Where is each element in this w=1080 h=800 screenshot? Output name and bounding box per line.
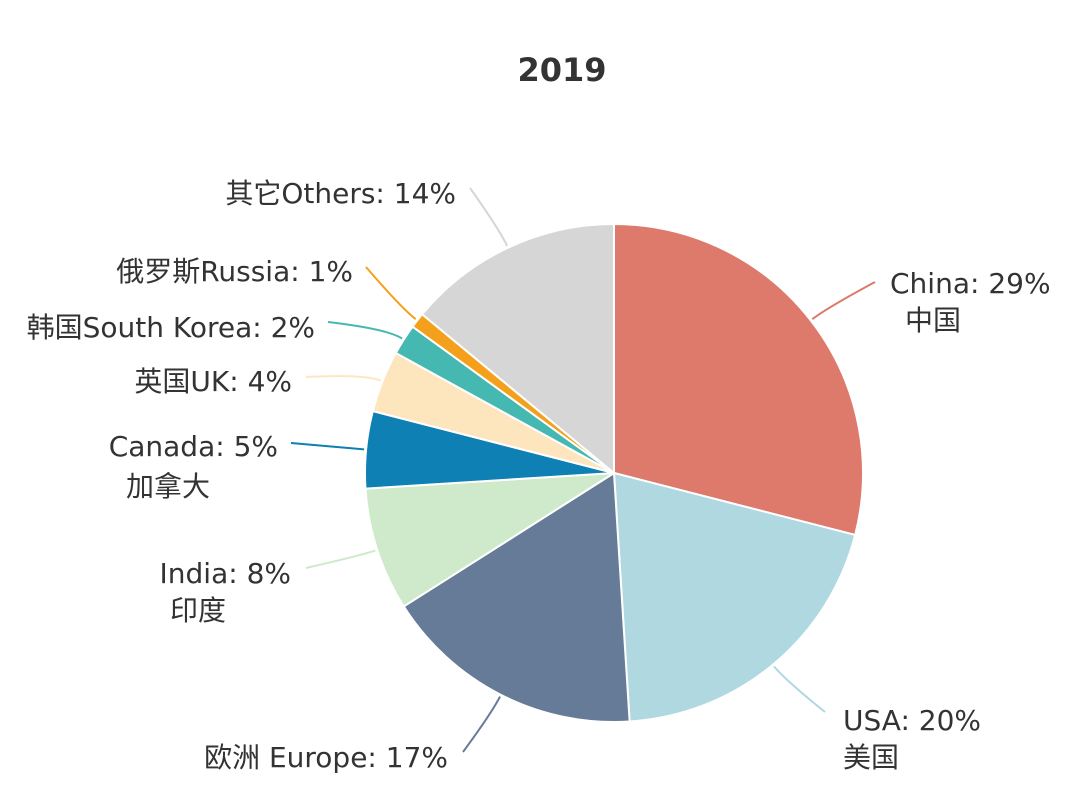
leader-line [469,187,509,247]
slice-label: 俄罗斯Russia: 1% [116,255,353,288]
slice-sublabel: 美国 [843,741,899,774]
leader-line [811,281,876,320]
slice-label: 其它Others: 14% [225,177,456,210]
pie-slices [364,222,864,723]
slice-sublabel: 加拿大 [126,470,210,503]
leader-line [773,665,826,713]
pie-slice [612,471,857,723]
pie-slice [402,471,631,723]
leader-line [305,549,376,569]
slice-sublabel: 印度 [170,594,226,627]
chart-title: 2019 [517,51,606,89]
slice-label: 韩国South Korea: 2% [27,311,315,344]
slice-label: USA: 20% [843,704,981,737]
pie-slice [613,222,864,537]
slice-label: India: 8% [160,557,291,590]
pie-slice [420,222,615,476]
slice-label: China: 29% [890,267,1051,300]
leader-line [327,321,403,340]
slice-label: 英国UK: 4% [134,365,292,398]
leader-line [365,266,417,320]
pie-slice [364,472,615,608]
slice-label: 欧洲 Europe: 17% [204,741,448,774]
leader-line [290,442,365,451]
slice-labels: China: 29% 中国 USA: 20% 美国 欧洲 Europe: 17% Indi… [27,177,1051,774]
slice-sublabel: 中国 [905,304,961,337]
slice-label: Canada: 5% [109,430,278,463]
leader-line [462,696,501,753]
leader-line [305,375,381,382]
leader-lines [290,187,876,753]
